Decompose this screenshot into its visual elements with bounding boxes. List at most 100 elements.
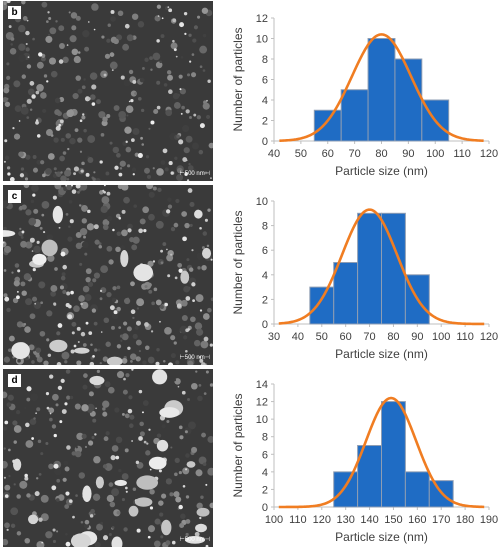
grain-bright <box>159 320 161 323</box>
x-tick-label: 70 <box>349 148 361 160</box>
grain <box>70 12 78 19</box>
grain-bright <box>87 209 91 214</box>
histogram-bar <box>333 471 359 508</box>
grain <box>76 360 82 365</box>
grain <box>164 167 169 172</box>
grain <box>15 409 21 415</box>
grain-bright <box>121 209 126 214</box>
grain-bright <box>4 296 10 302</box>
grain-bright <box>49 374 54 379</box>
grain <box>188 162 191 166</box>
large-particle <box>95 476 104 489</box>
grain <box>159 512 164 517</box>
grain <box>131 167 137 172</box>
grain-bright <box>131 369 134 371</box>
grain-bright <box>191 282 196 287</box>
grain <box>129 423 134 428</box>
grain <box>155 61 163 69</box>
large-particle <box>41 239 58 257</box>
grain <box>28 344 35 351</box>
y-tick-label: 10 <box>256 414 268 426</box>
panel-letter-b: b <box>8 6 21 19</box>
grain <box>178 425 183 430</box>
grain <box>42 108 47 114</box>
x-tick-label: 120 <box>480 331 498 343</box>
grain <box>196 502 203 509</box>
grain <box>18 54 26 62</box>
grain-bright <box>185 109 190 114</box>
grain-bright <box>138 436 143 441</box>
panel-b: b ⊢500 nm⊣ 0 2 4 6 8 10 12 40 50 60 70 80 90 100 110 12… <box>0 0 503 183</box>
grain-bright <box>49 412 52 415</box>
large-particle <box>156 439 169 452</box>
grain <box>77 51 81 54</box>
grain <box>102 464 108 469</box>
grain <box>81 85 86 90</box>
grain-bright <box>177 385 180 388</box>
grain <box>51 424 57 429</box>
grain-bright <box>47 11 50 14</box>
large-particle <box>114 479 127 487</box>
grain-bright <box>80 331 86 337</box>
grain <box>106 38 111 43</box>
grain <box>179 435 184 440</box>
grain <box>50 285 58 292</box>
grain <box>113 105 120 111</box>
grain <box>187 165 194 171</box>
grain <box>75 15 81 21</box>
grain <box>40 56 46 62</box>
grain-bright <box>118 172 123 177</box>
grain-bright <box>125 490 128 493</box>
sem-texture-b <box>3 1 213 181</box>
grain-bright <box>7 172 11 176</box>
grain <box>166 254 174 262</box>
grain <box>125 146 132 153</box>
grain <box>65 212 69 216</box>
grain-bright <box>155 361 160 365</box>
grain <box>118 326 122 329</box>
grain <box>88 391 94 397</box>
grain <box>105 431 110 436</box>
grain <box>111 312 119 320</box>
grain <box>84 519 90 525</box>
grain-bright <box>143 440 147 444</box>
grain <box>139 431 145 437</box>
x-tick-label: 190 <box>480 514 498 526</box>
grain <box>123 297 131 305</box>
grain <box>71 25 77 31</box>
grain-bright <box>73 172 77 176</box>
grain <box>66 109 75 118</box>
grain <box>181 314 188 321</box>
grain-bright <box>99 160 103 164</box>
grain <box>136 307 140 310</box>
grain <box>193 25 198 30</box>
grain <box>79 185 88 191</box>
grain <box>195 469 203 477</box>
grain-bright <box>168 161 173 166</box>
grain <box>116 510 121 515</box>
y-tick-label: 6 <box>262 75 268 87</box>
grain <box>9 48 17 55</box>
grain <box>53 137 59 143</box>
grain <box>62 477 67 482</box>
grain <box>39 330 46 337</box>
grain-bright <box>118 216 122 220</box>
grain-bright <box>52 528 56 532</box>
grain <box>4 484 11 491</box>
grain <box>165 109 173 117</box>
grain <box>36 356 43 363</box>
grain <box>151 301 155 306</box>
grain <box>4 155 10 161</box>
histogram-bar <box>333 262 359 325</box>
grain <box>191 53 195 56</box>
grain <box>28 294 32 297</box>
grain <box>170 446 173 449</box>
x-tick-label: 110 <box>453 148 471 160</box>
panel-d: d ⊢500 nm⊣ 0 2 4 6 8 10 12 14 100 110 120 130 140 150… <box>0 366 503 550</box>
grain <box>121 185 129 191</box>
grain <box>134 325 139 330</box>
grain <box>116 34 123 41</box>
grain-bright <box>172 18 177 23</box>
grain-bright <box>103 73 107 77</box>
grain <box>26 397 31 402</box>
